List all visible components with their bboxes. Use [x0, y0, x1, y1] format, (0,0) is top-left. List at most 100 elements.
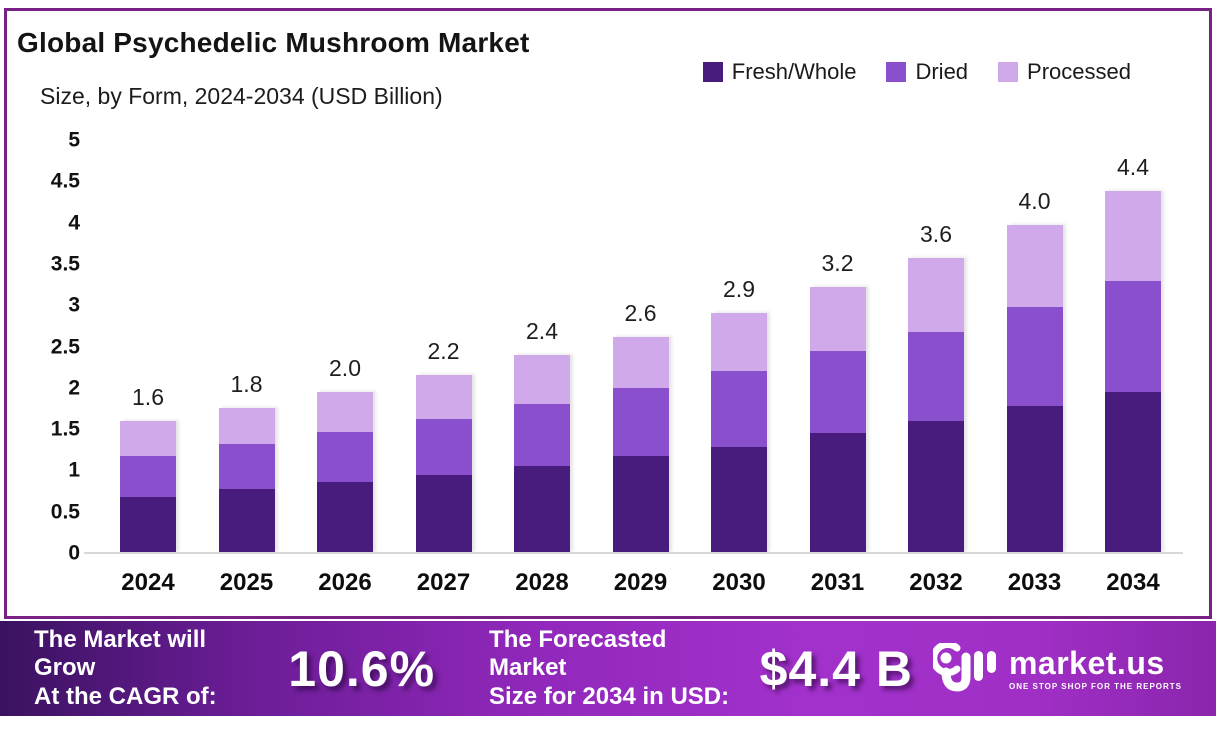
- bar-segment-fresh-whole: [711, 447, 767, 553]
- bar-segment-fresh-whole: [1105, 391, 1161, 553]
- bar-total-label: 1.8: [230, 370, 263, 397]
- bar-total-label: 1.6: [132, 383, 164, 410]
- legend-item-fresh-whole: Fresh/Whole: [702, 59, 857, 85]
- bar-2032: 3.6: [908, 140, 964, 553]
- bar-total-label: 2.0: [329, 354, 361, 381]
- bar-2027: 2.2: [415, 140, 472, 553]
- cagr-label-line2: At the CAGR of:: [34, 682, 217, 710]
- legend-label: Fresh/Whole: [731, 59, 857, 84]
- x-axis-label-2027: 2027: [416, 569, 471, 596]
- cagr-value: 10.6%: [288, 640, 436, 697]
- bar-segment-fresh-whole: [120, 496, 176, 553]
- legend-item-processed: Processed: [998, 59, 1131, 85]
- bar-2026: 2.0: [317, 140, 373, 553]
- bar-segment-processed: [218, 407, 275, 444]
- bar-segment-dried: [1006, 306, 1063, 406]
- cagr-label: The Market will Grow At the CAGR of:: [34, 626, 262, 711]
- legend-label: Processed: [1027, 59, 1131, 84]
- y-tick-label: 3.5: [50, 252, 80, 276]
- x-axis-label-2024: 2024: [121, 569, 175, 596]
- bar-segment-fresh-whole: [218, 488, 275, 553]
- y-tick-label: 4: [68, 211, 80, 235]
- y-tick-label: 0.5: [50, 500, 80, 524]
- bar-segment-processed: [514, 354, 570, 404]
- bar-segment-processed: [711, 313, 767, 372]
- bar-stack-2026: [317, 391, 373, 553]
- bar-segment-dried: [908, 331, 964, 421]
- bar-2029: 2.6: [612, 140, 669, 553]
- bar-2025: 1.8: [218, 140, 275, 553]
- x-axis-label-2032: 2032: [909, 569, 963, 596]
- bar-2028: 2.4: [514, 140, 570, 553]
- bar-segment-dried: [415, 419, 472, 475]
- bar-total-label: 3.2: [821, 250, 854, 277]
- y-tick-label: 2: [68, 376, 80, 400]
- bar-stack-2028: [514, 354, 570, 553]
- bar-segment-dried: [1105, 281, 1161, 392]
- bar-segment-fresh-whole: [317, 481, 373, 553]
- bar-segment-fresh-whole: [1006, 405, 1063, 553]
- bar-stack-2034: [1105, 191, 1161, 553]
- bar-stack-2029: [612, 336, 669, 553]
- x-axis-line: [84, 552, 1183, 554]
- bar-segment-dried: [317, 431, 373, 482]
- bar-segment-dried: [514, 403, 570, 467]
- bar-total-label: 3.6: [920, 221, 952, 248]
- chart-legend: Fresh/Whole Dried Processed: [702, 59, 1131, 85]
- brand-text: market.us ONE STOP SHOP FOR THE REPORTS: [1009, 647, 1182, 691]
- x-axis-label-2029: 2029: [613, 569, 668, 596]
- legend-swatch-dried-icon: [886, 62, 907, 82]
- forecast-label-line1: The Forecasted Market: [489, 626, 667, 682]
- forecast-value: $4.4 B: [759, 640, 913, 697]
- market-us-logo-icon: [932, 642, 996, 692]
- bar-segment-processed: [908, 258, 964, 332]
- bar-stack-2032: [908, 258, 964, 553]
- x-axis-label-2025: 2025: [219, 569, 274, 596]
- bar-series: 1.6 1.8 2.0 2.2 2.4 2.6 2.9 3.2 3.6 4.0 4.4: [88, 140, 1183, 553]
- bar-segment-dried: [218, 443, 275, 489]
- y-axis-ticks: 0 0.5 1 1.5 2 2.5 3 3.5 4 4.5 5: [28, 130, 80, 564]
- bar-segment-processed: [1006, 225, 1063, 307]
- brand-tagline: ONE STOP SHOP FOR THE REPORTS: [1008, 681, 1182, 691]
- forecast-label-line2: Size for 2034 in USD:: [489, 682, 730, 710]
- bar-stack-2027: [415, 375, 472, 553]
- brand-name: market.us: [1008, 644, 1165, 681]
- y-tick-label: 3: [68, 293, 80, 317]
- bar-segment-fresh-whole: [809, 433, 866, 553]
- bar-segment-processed: [415, 375, 472, 420]
- legend-item-dried: Dried: [886, 59, 968, 85]
- bar-total-label: 2.2: [427, 338, 460, 365]
- bar-segment-fresh-whole: [415, 474, 472, 553]
- bar-2031: 3.2: [809, 140, 866, 553]
- bar-segment-processed: [317, 391, 373, 432]
- bar-2024: 1.6: [120, 140, 176, 553]
- bar-segment-processed: [809, 287, 866, 351]
- plot-area: 0 0.5 1 1.5 2 2.5 3 3.5 4 4.5 5 1.6 1.8 2.0 2.2 2.4 2.6…: [51, 130, 1183, 564]
- brand-logo: market.us ONE STOP SHOP FOR THE REPORTS: [932, 642, 1182, 695]
- legend-swatch-fresh-whole-icon: [702, 62, 723, 82]
- y-tick-label: 5: [68, 128, 80, 152]
- bar-2030: 2.9: [711, 140, 767, 553]
- summary-banner: The Market will Grow At the CAGR of: 10.…: [0, 621, 1216, 716]
- bar-total-label: 4.0: [1018, 188, 1051, 215]
- bar-segment-processed: [120, 420, 176, 456]
- bar-stack-2031: [809, 287, 866, 553]
- bar-total-label: 2.4: [526, 317, 558, 344]
- bar-total-label: 2.6: [624, 299, 657, 326]
- bar-segment-dried: [120, 455, 176, 497]
- bar-segment-dried: [809, 350, 866, 434]
- bar-segment-processed: [1105, 191, 1161, 282]
- bar-stack-2030: [711, 313, 767, 553]
- forecast-label: The Forecasted Market Size for 2034 in U…: [489, 626, 738, 711]
- bar-segment-fresh-whole: [612, 456, 669, 553]
- bar-stack-2024: [120, 420, 176, 553]
- bar-stack-2025: [218, 407, 275, 553]
- legend-swatch-processed-icon: [998, 62, 1019, 82]
- bar-stack-2033: [1006, 225, 1063, 553]
- bar-total-label: 4.4: [1117, 154, 1149, 181]
- chart-subtitle: Size, by Form, 2024-2034 (USD Billion): [40, 83, 443, 109]
- cagr-label-line1: The Market will Grow: [34, 626, 207, 682]
- chart-title: Global Psychedelic Mushroom Market: [17, 27, 530, 58]
- chart-card: Global Psychedelic Mushroom Market Size,…: [4, 8, 1212, 619]
